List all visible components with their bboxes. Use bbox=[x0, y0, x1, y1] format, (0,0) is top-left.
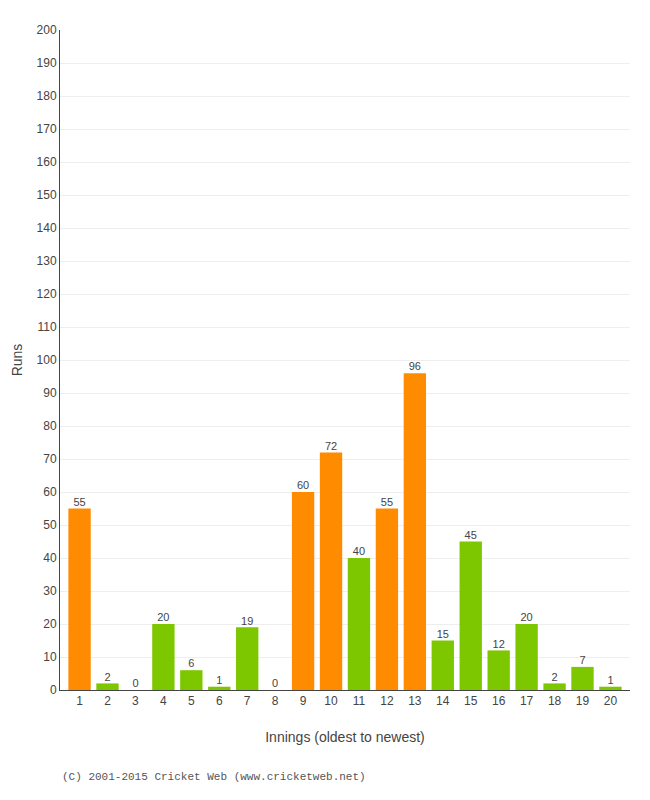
svg-text:70: 70 bbox=[43, 452, 57, 466]
svg-text:20: 20 bbox=[157, 611, 169, 623]
svg-text:50: 50 bbox=[43, 518, 57, 532]
svg-text:5: 5 bbox=[188, 694, 195, 708]
svg-text:8: 8 bbox=[272, 694, 279, 708]
svg-text:Innings (oldest to newest): Innings (oldest to newest) bbox=[265, 729, 425, 745]
svg-text:10: 10 bbox=[43, 650, 57, 664]
svg-text:160: 160 bbox=[37, 155, 57, 169]
svg-text:19: 19 bbox=[576, 694, 590, 708]
svg-text:(C) 2001-2015 Cricket Web (www: (C) 2001-2015 Cricket Web (www.cricketwe… bbox=[62, 771, 366, 783]
svg-text:30: 30 bbox=[43, 584, 57, 598]
svg-text:40: 40 bbox=[353, 545, 365, 557]
svg-text:20: 20 bbox=[43, 617, 57, 631]
svg-text:2: 2 bbox=[104, 671, 110, 683]
svg-text:80: 80 bbox=[43, 419, 57, 433]
svg-text:2: 2 bbox=[551, 671, 557, 683]
svg-text:4: 4 bbox=[160, 694, 167, 708]
svg-text:12: 12 bbox=[493, 638, 505, 650]
svg-text:7: 7 bbox=[579, 654, 585, 666]
svg-text:200: 200 bbox=[37, 23, 57, 37]
svg-text:72: 72 bbox=[325, 440, 337, 452]
svg-text:55: 55 bbox=[73, 496, 85, 508]
svg-text:19: 19 bbox=[241, 615, 253, 627]
svg-text:45: 45 bbox=[465, 529, 477, 541]
svg-text:9: 9 bbox=[300, 694, 307, 708]
svg-text:40: 40 bbox=[43, 551, 57, 565]
svg-text:14: 14 bbox=[436, 694, 450, 708]
svg-text:6: 6 bbox=[216, 694, 223, 708]
svg-text:130: 130 bbox=[37, 254, 57, 268]
svg-text:170: 170 bbox=[37, 122, 57, 136]
svg-text:100: 100 bbox=[37, 353, 57, 367]
svg-text:16: 16 bbox=[492, 694, 506, 708]
svg-text:96: 96 bbox=[409, 360, 421, 372]
svg-text:60: 60 bbox=[43, 485, 57, 499]
svg-text:60: 60 bbox=[297, 479, 309, 491]
svg-text:20: 20 bbox=[520, 611, 532, 623]
svg-text:12: 12 bbox=[380, 694, 394, 708]
svg-text:18: 18 bbox=[548, 694, 562, 708]
svg-text:3: 3 bbox=[132, 694, 139, 708]
svg-text:20: 20 bbox=[604, 694, 618, 708]
svg-text:15: 15 bbox=[464, 694, 478, 708]
svg-text:180: 180 bbox=[37, 89, 57, 103]
svg-text:90: 90 bbox=[43, 386, 57, 400]
svg-text:1: 1 bbox=[76, 694, 83, 708]
svg-text:150: 150 bbox=[37, 188, 57, 202]
svg-text:7: 7 bbox=[244, 694, 251, 708]
svg-text:110: 110 bbox=[37, 320, 56, 334]
svg-text:13: 13 bbox=[408, 694, 422, 708]
svg-text:0: 0 bbox=[50, 683, 57, 697]
svg-text:17: 17 bbox=[520, 694, 534, 708]
svg-text:2: 2 bbox=[104, 694, 111, 708]
svg-text:15: 15 bbox=[437, 628, 449, 640]
svg-text:10: 10 bbox=[324, 694, 338, 708]
svg-text:0: 0 bbox=[272, 677, 278, 689]
svg-text:120: 120 bbox=[37, 287, 57, 301]
svg-text:0: 0 bbox=[132, 677, 138, 689]
svg-text:Runs: Runs bbox=[9, 344, 25, 377]
svg-text:1: 1 bbox=[607, 674, 613, 686]
svg-text:6: 6 bbox=[188, 657, 194, 669]
svg-text:190: 190 bbox=[37, 56, 57, 70]
svg-text:55: 55 bbox=[381, 496, 393, 508]
svg-text:11: 11 bbox=[353, 694, 366, 708]
svg-text:140: 140 bbox=[37, 221, 57, 235]
svg-text:1: 1 bbox=[216, 674, 222, 686]
